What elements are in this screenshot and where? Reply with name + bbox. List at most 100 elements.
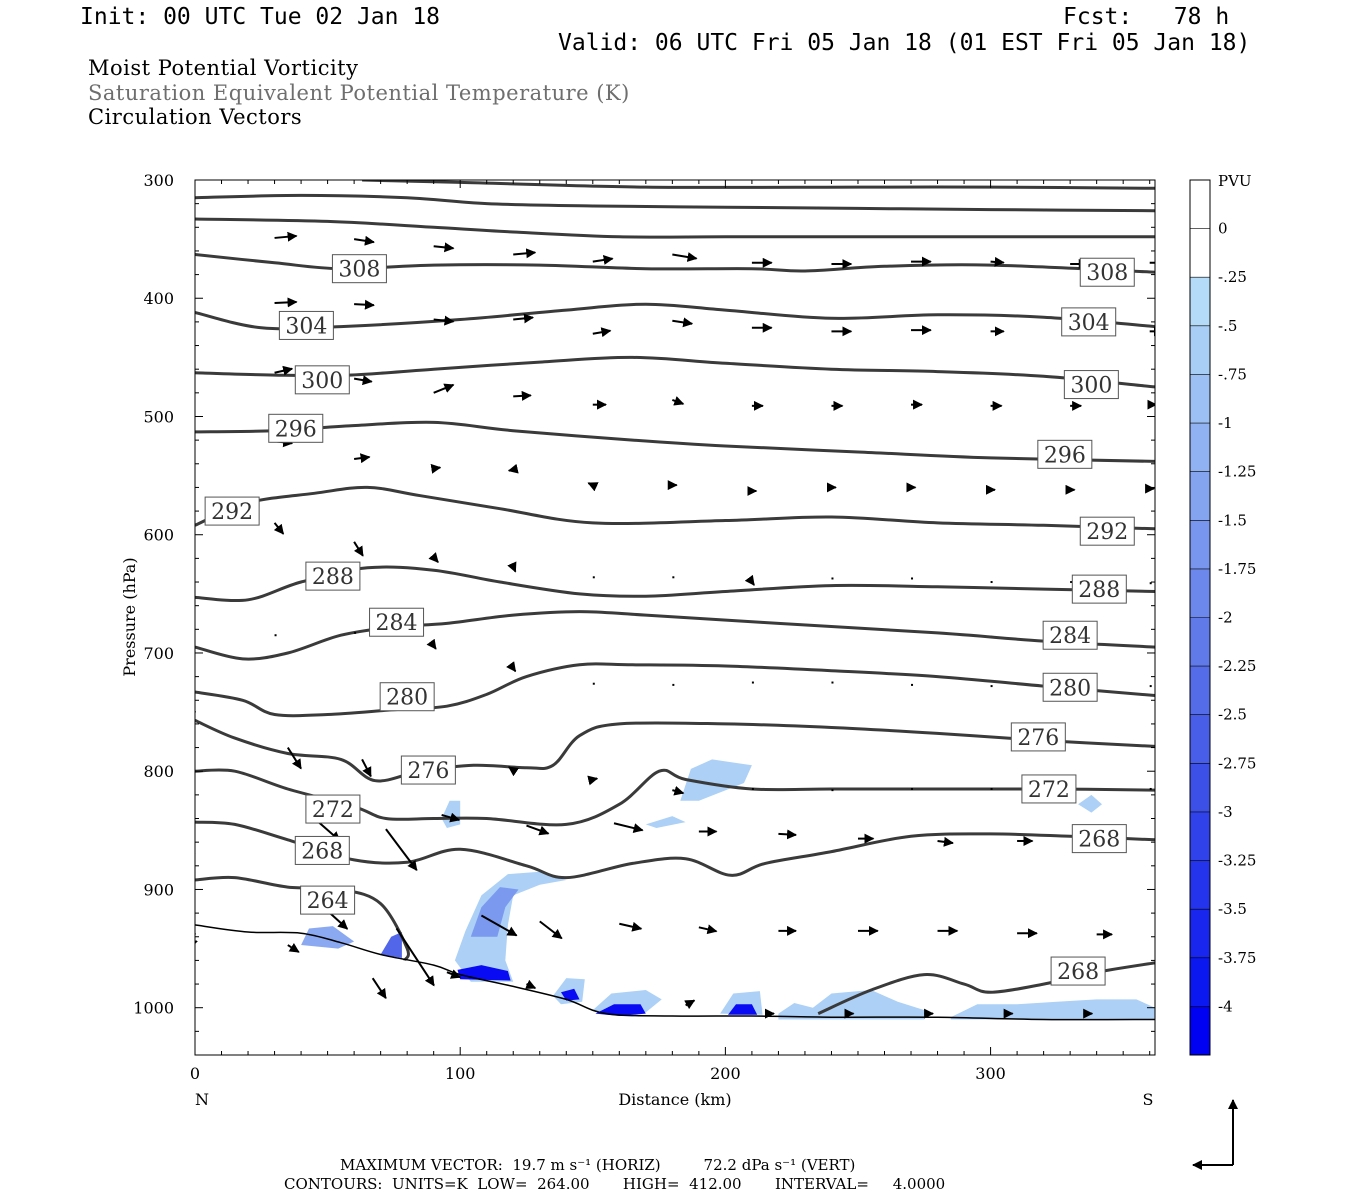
y-tick-label: 300	[143, 171, 174, 190]
colorbar-tick-label: -1.5	[1218, 511, 1247, 529]
contour-label: 308	[1086, 261, 1128, 286]
x-tick-label: 100	[445, 1064, 476, 1083]
pv-shade-region	[728, 1004, 758, 1015]
circulation-vector	[430, 463, 442, 474]
colorbar-swatch	[1190, 617, 1210, 667]
colorbar-swatch	[1190, 860, 1210, 910]
circulation-vector	[433, 242, 455, 253]
contour-label-box	[1071, 574, 1127, 604]
contour-label-box	[300, 885, 356, 915]
circulation-vector	[507, 463, 519, 474]
circulation-vector	[619, 921, 643, 932]
theta-contour	[195, 610, 1155, 661]
max-vector-note: MAXIMUM VECTOR: 19.7 m s⁻¹ (HORIZ) 72.2 …	[340, 1156, 856, 1174]
legend-field-1: Moist Potential Vorticity	[88, 56, 359, 80]
contour-info-note: CONTOURS: UNITS=K LOW= 264.00 HIGH= 412.…	[284, 1175, 946, 1193]
colorbar-swatch	[1190, 423, 1210, 472]
south-label: S	[1143, 1090, 1154, 1109]
contour-label-box	[1010, 722, 1066, 752]
terrain-surface	[194, 924, 1156, 1021]
circulation-vector	[274, 231, 298, 242]
reference-vector-icon	[1192, 1099, 1238, 1170]
circulation-vector	[433, 383, 455, 394]
contour-label-box	[204, 496, 260, 526]
pv-shade-region	[380, 932, 402, 958]
circulation-vector	[426, 638, 437, 650]
contour-label: 276	[1017, 726, 1059, 751]
circulation-vector	[513, 313, 535, 324]
contour-label-box	[305, 561, 361, 591]
theta-contour	[195, 719, 1155, 783]
colorbar-tick-label: 0	[1218, 220, 1228, 238]
circulation-vector	[592, 254, 614, 265]
contour-labels: 308 308 304 304 300 300 296 296 292 292 288 288 284 2…	[204, 254, 1135, 986]
circulation-vector	[526, 824, 550, 836]
circulation-vector	[684, 999, 696, 1010]
contour-label: 288	[1078, 578, 1120, 603]
colorbar-tick-label: -3.75	[1218, 949, 1256, 967]
contour-label: 272	[1028, 778, 1070, 803]
contour-label: 272	[312, 798, 354, 823]
circulation-vector	[361, 758, 372, 778]
theta-contour	[195, 193, 1155, 213]
circulation-vector	[744, 574, 755, 586]
contour-label: 304	[285, 314, 327, 339]
colorbar-swatch	[1190, 374, 1210, 424]
colorbar-tick-label: -2.25	[1218, 657, 1256, 675]
circulation-vector	[274, 297, 298, 308]
contour-label-box	[1063, 370, 1119, 400]
contour-label: 268	[301, 839, 343, 864]
pv-shade-region	[561, 988, 580, 1001]
circulation-vector	[672, 396, 685, 406]
circulation-vector	[937, 836, 954, 847]
contour-label-box	[268, 413, 324, 443]
circulation-vector	[274, 365, 294, 376]
colorbar-tick-label: -.75	[1218, 365, 1247, 383]
colorbar-tick-label: -3.25	[1218, 852, 1256, 870]
colorbar-tick-label: -.5	[1218, 317, 1237, 335]
pv-shade-region	[470, 887, 519, 937]
y-tick-label: 900	[143, 880, 174, 899]
theta-contour	[195, 217, 1155, 239]
circulation-vector	[672, 785, 685, 796]
circulation-vector	[587, 482, 599, 492]
theta-contour	[195, 302, 1155, 331]
circulation-vector	[539, 920, 563, 940]
contour-label-box	[379, 682, 435, 712]
forecast-hour: Fcst: 78 h	[1063, 4, 1230, 30]
colorbar-swatch	[1190, 277, 1210, 326]
circulation-vector	[592, 327, 612, 338]
colorbar-tick-label: -.25	[1218, 268, 1247, 286]
contour-label-box	[294, 835, 350, 865]
pv-shade-region	[454, 871, 567, 982]
circulation-vector	[371, 977, 387, 999]
circulation-vector	[353, 453, 371, 464]
colorbar-tick-label: -3.5	[1218, 900, 1247, 918]
contour-label: 268	[1078, 828, 1120, 853]
contour-label: 296	[1044, 443, 1086, 468]
contour-label-box	[1079, 257, 1135, 287]
pv-shade-region	[950, 999, 1155, 1020]
circulation-vector	[525, 979, 537, 989]
circulation-vector	[286, 747, 302, 770]
circulation-vector	[513, 248, 537, 259]
contour-label-box	[1061, 307, 1117, 337]
contour-label: 296	[275, 417, 317, 442]
colorbar-swatch	[1190, 228, 1210, 278]
contour-label-box	[1042, 620, 1098, 650]
colorbar-swatch	[1190, 909, 1210, 958]
contour-label: 300	[301, 369, 343, 394]
theta-contour	[195, 485, 1155, 531]
circulation-vector	[273, 522, 285, 535]
contour-label: 284	[1049, 624, 1091, 649]
circulation-vector	[506, 661, 517, 673]
colorbar-tick-label: -1	[1218, 414, 1233, 432]
circulation-vector	[778, 829, 798, 840]
circulation-vector	[428, 552, 439, 563]
contour-label-box	[294, 365, 350, 395]
contour-label: 308	[338, 258, 380, 283]
contour-label: 280	[386, 686, 428, 711]
circulation-vector	[353, 375, 373, 386]
pv-shade-region	[645, 816, 686, 828]
